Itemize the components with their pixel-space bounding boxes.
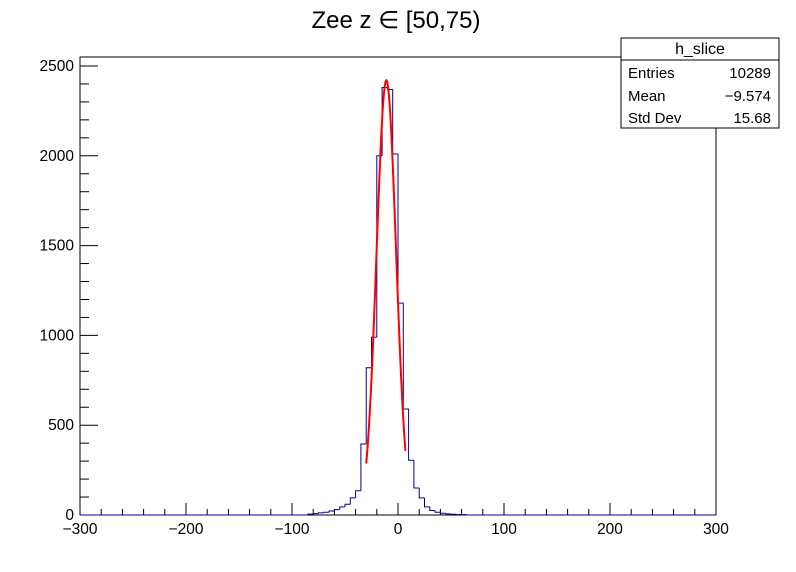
histogram-bin: [402, 303, 409, 410]
histogram-bin: [424, 497, 430, 508]
histogram-bin: [339, 506, 345, 510]
stats-box-title: h_slice: [675, 41, 725, 58]
stats-box-frame: [620, 37, 780, 129]
histogram-bin: [408, 409, 414, 461]
x-tick-label: 0: [394, 521, 403, 538]
y-tick-label: 1000: [40, 327, 75, 344]
histogram-bin: [365, 367, 372, 445]
stats-box: h_slice Entries 10289 Mean −9.574 Std De…: [620, 37, 780, 129]
chart-title: Zee z ∈ [50,75): [312, 7, 481, 34]
stats-stddev-value: 15.68: [733, 110, 771, 127]
stats-mean-value: −9.574: [725, 88, 771, 105]
x-tick-label: −200: [169, 521, 204, 538]
histogram-bin: [344, 503, 351, 507]
y-tick-label: 2000: [40, 148, 75, 165]
fit-curve: [365, 78, 407, 464]
histogram-bin: [434, 510, 441, 513]
histogram-bin: [445, 513, 451, 515]
x-tick-label: 200: [597, 521, 623, 538]
stats-stddev-label: Std Dev: [628, 110, 682, 127]
x-axis: −300 −200 −100 0 100 200 300: [63, 503, 729, 538]
histogram-bin: [397, 153, 404, 304]
y-tick-label: 0: [65, 507, 74, 524]
histogram-bin: [349, 497, 356, 505]
histogram-bin: [333, 509, 340, 512]
histogram-bin: [429, 506, 436, 512]
histogram-bin: [318, 512, 324, 514]
stats-entries-value: 10289: [729, 65, 771, 82]
histogram-bin: [418, 488, 425, 499]
histogram-bin: [312, 513, 319, 515]
histogram-bin: [328, 510, 335, 513]
stats-entries-label: Entries: [628, 65, 675, 82]
x-tick-label: −300: [63, 521, 98, 538]
histogram-bin: [355, 490, 361, 498]
stats-mean-label: Mean: [628, 88, 666, 105]
histogram-bin: [413, 460, 420, 489]
x-tick-label: 300: [703, 521, 729, 538]
x-tick-label: 100: [491, 521, 517, 538]
histogram-bin: [360, 443, 367, 491]
y-tick-label: 500: [48, 417, 74, 434]
y-axis: 0 500 1000 1500 2000 2500: [40, 58, 98, 524]
histogram-series: [80, 87, 716, 516]
y-tick-label: 1500: [40, 238, 75, 255]
histogram-bin: [307, 513, 314, 515]
histogram-bin: [392, 89, 398, 155]
histogram-bin: [439, 512, 446, 514]
x-tick-label: −100: [275, 521, 310, 538]
y-tick-label: 2500: [40, 58, 75, 75]
histogram-bin: [323, 511, 330, 513]
